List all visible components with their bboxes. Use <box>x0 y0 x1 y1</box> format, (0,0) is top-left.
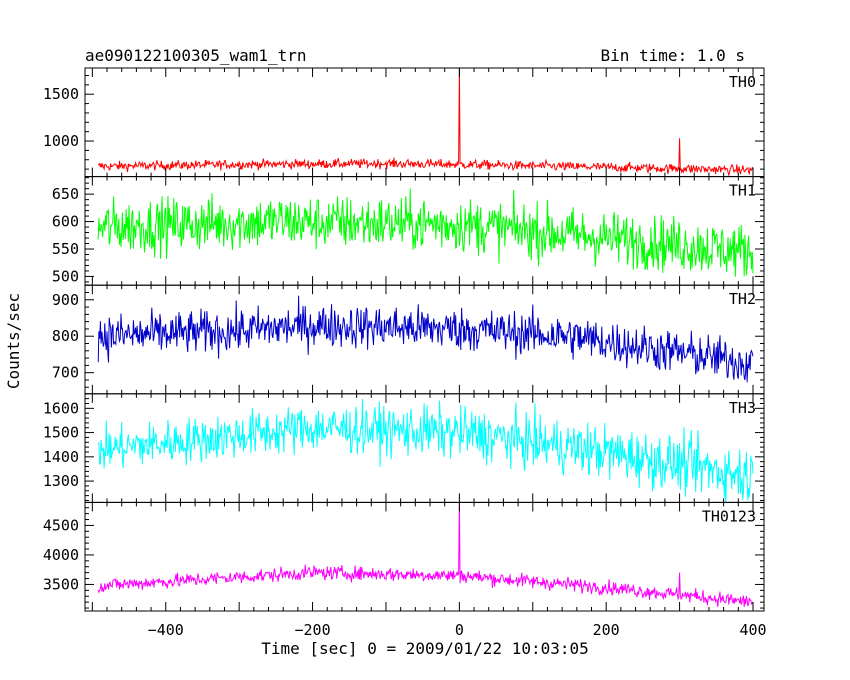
bin-time-label: Bin time: 1.0 s <box>601 46 746 65</box>
y-axis-label: Counts/sec <box>4 293 23 389</box>
y-tick-label: 1600 <box>43 399 79 417</box>
series-line-th0123 <box>97 502 754 607</box>
y-tick-label: 800 <box>52 327 79 345</box>
series-line-th1 <box>97 188 754 277</box>
y-tick-label: 1000 <box>43 132 79 150</box>
x-tick-label: 0 <box>455 621 464 639</box>
panel-label: TH3 <box>729 399 756 417</box>
y-tick-label: 4500 <box>43 516 79 534</box>
panel-th0: 1000 1500 TH0 <box>43 67 765 178</box>
x-tick-label: 200 <box>593 621 620 639</box>
panel-label: TH2 <box>729 290 756 308</box>
panel-label: TH0123 <box>702 507 756 525</box>
series-line-th2 <box>97 295 754 383</box>
y-tick-label: 600 <box>52 213 79 231</box>
y-tick-label: 900 <box>52 291 79 309</box>
x-tick-label: 400 <box>739 621 766 639</box>
y-tick-label: 700 <box>52 364 79 382</box>
series-line-th3 <box>97 399 754 503</box>
panel-th0123: 3500 4000 4500 TH0123 <box>43 501 765 612</box>
panel-th2: 700 800 900 TH2 <box>52 284 765 395</box>
panel-frame <box>84 67 765 178</box>
y-tick-label: 1300 <box>43 472 79 490</box>
y-tick-label: 3500 <box>43 575 79 593</box>
panel-group: 1000 1500 TH0 500 550 600 650 TH1 700 800 900 TH2 13… <box>43 67 765 612</box>
x-tick-label: −400 <box>148 621 184 639</box>
y-tick-label: 1500 <box>43 85 79 103</box>
panel-th1: 500 550 600 650 TH1 <box>52 176 765 286</box>
panel-label: TH0 <box>729 73 756 91</box>
panel-frame <box>84 501 765 612</box>
x-axis-label: Time [sec] 0 = 2009/01/22 10:03:05 <box>261 639 589 658</box>
panel-th3: 1300 1400 1500 1600 TH3 <box>43 393 765 503</box>
series-line-th0 <box>97 68 754 177</box>
y-tick-label: 4000 <box>43 546 79 564</box>
y-tick-label: 500 <box>52 267 79 285</box>
panel-label: TH1 <box>729 182 756 200</box>
y-tick-label: 1400 <box>43 448 79 466</box>
y-tick-label: 1500 <box>43 424 79 442</box>
y-tick-label: 550 <box>52 240 79 258</box>
chart-title: ae090122100305_wam1_trn <box>85 46 307 65</box>
y-tick-label: 650 <box>52 185 79 203</box>
x-axis: −400 −200 0 200 400 <box>148 621 767 639</box>
x-tick-label: −200 <box>294 621 330 639</box>
